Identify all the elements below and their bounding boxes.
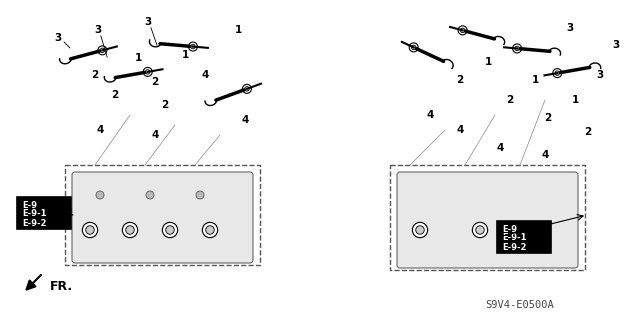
Text: 3: 3 — [145, 17, 152, 27]
Text: FR.: FR. — [50, 279, 73, 293]
Circle shape — [146, 191, 154, 199]
Circle shape — [196, 191, 204, 199]
Circle shape — [163, 222, 178, 238]
Text: 4: 4 — [96, 125, 104, 135]
Text: 2: 2 — [506, 95, 514, 105]
Text: 2: 2 — [152, 77, 159, 87]
Text: 2: 2 — [456, 75, 463, 85]
Text: E-9-2: E-9-2 — [22, 219, 47, 227]
Text: 4: 4 — [151, 130, 159, 140]
Text: 4: 4 — [496, 143, 504, 153]
Text: 1: 1 — [181, 50, 189, 60]
Text: 2: 2 — [111, 90, 118, 100]
Text: 1: 1 — [531, 75, 539, 85]
Circle shape — [460, 28, 465, 33]
Circle shape — [96, 191, 104, 199]
Text: 4: 4 — [202, 70, 209, 80]
Text: E-9-1: E-9-1 — [22, 210, 47, 219]
Text: 4: 4 — [541, 150, 548, 160]
Text: 1: 1 — [234, 25, 242, 35]
Circle shape — [83, 222, 98, 238]
Circle shape — [191, 44, 195, 49]
Text: E-9: E-9 — [502, 225, 517, 234]
Circle shape — [166, 226, 174, 234]
Text: 3: 3 — [94, 25, 102, 35]
Text: E-9-1: E-9-1 — [502, 234, 527, 242]
Circle shape — [143, 67, 152, 76]
FancyBboxPatch shape — [497, 221, 551, 253]
Circle shape — [513, 44, 522, 53]
Circle shape — [188, 42, 197, 51]
Circle shape — [243, 84, 252, 93]
Text: 1: 1 — [134, 53, 141, 63]
Circle shape — [100, 48, 104, 53]
Circle shape — [555, 71, 559, 75]
Text: E-9-2: E-9-2 — [502, 242, 527, 251]
Bar — [390, 165, 585, 270]
Text: 2: 2 — [545, 113, 552, 123]
Circle shape — [536, 226, 544, 234]
Text: 2: 2 — [92, 70, 99, 80]
Circle shape — [205, 226, 214, 234]
Text: 4: 4 — [241, 115, 249, 125]
Circle shape — [202, 222, 218, 238]
Circle shape — [122, 222, 138, 238]
Text: 4: 4 — [456, 125, 464, 135]
Bar — [65, 165, 260, 265]
Circle shape — [244, 86, 249, 91]
Circle shape — [412, 45, 416, 50]
Text: 3: 3 — [566, 23, 573, 33]
FancyBboxPatch shape — [72, 172, 253, 263]
Text: 3: 3 — [54, 33, 61, 43]
FancyBboxPatch shape — [17, 197, 71, 229]
Circle shape — [532, 222, 548, 238]
Text: E-9: E-9 — [22, 201, 37, 210]
Circle shape — [98, 46, 107, 55]
Circle shape — [458, 26, 467, 35]
FancyBboxPatch shape — [397, 172, 578, 268]
Circle shape — [515, 46, 519, 51]
Text: 1: 1 — [572, 95, 579, 105]
Text: 2: 2 — [161, 100, 168, 110]
Circle shape — [409, 43, 418, 52]
Circle shape — [86, 226, 94, 234]
Text: S9V4-E0500A: S9V4-E0500A — [486, 300, 554, 310]
Text: 4: 4 — [426, 110, 434, 120]
Text: 3: 3 — [612, 40, 620, 50]
Circle shape — [472, 222, 488, 238]
Circle shape — [416, 226, 424, 234]
Circle shape — [125, 226, 134, 234]
Circle shape — [412, 222, 428, 238]
Circle shape — [476, 226, 484, 234]
Text: 3: 3 — [596, 70, 604, 80]
Circle shape — [553, 69, 562, 78]
Text: 1: 1 — [484, 57, 492, 67]
Text: 2: 2 — [584, 127, 591, 137]
Circle shape — [145, 70, 150, 74]
